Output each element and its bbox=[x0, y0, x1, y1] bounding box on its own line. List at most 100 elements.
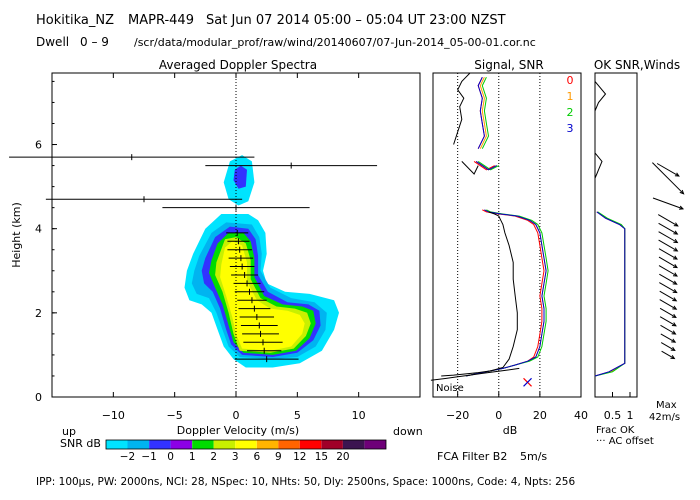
wind-arrow-head-19 bbox=[674, 172, 680, 177]
legend-beam-2: 2 bbox=[567, 106, 574, 119]
colorbar-level-7: 9 bbox=[275, 451, 282, 463]
fracok-series-snr_upper-0 bbox=[594, 152, 603, 179]
wind-arrow-head-16 bbox=[673, 222, 679, 227]
fracok-frame bbox=[594, 72, 638, 398]
x-tick-label-4: 10 bbox=[352, 409, 366, 422]
wind-arrow-5 bbox=[659, 307, 677, 318]
legend-beam-0: 0 bbox=[567, 74, 574, 87]
snr-colorbar: −2 −1 0 1 2 3 6 9 12 15 20 bbox=[105, 439, 387, 463]
signal-series-3-0 bbox=[465, 209, 547, 377]
fracok-series-2-0 bbox=[594, 211, 626, 377]
signal-series-0-1 bbox=[473, 160, 495, 171]
radar-name: MAPR-449 bbox=[128, 13, 194, 28]
y-tick-label-2: 4 bbox=[35, 223, 42, 236]
wind-arrow-head-3 bbox=[671, 330, 677, 335]
file-path: /scr/data/modular_prof/raw/wind/20140607… bbox=[134, 36, 536, 49]
dwell-label: Dwell bbox=[36, 35, 69, 49]
wind-arrow-16 bbox=[657, 214, 679, 227]
colorbar-level-6: 6 bbox=[253, 451, 260, 463]
fracok-x-tick-label-0: 0.5 bbox=[604, 409, 622, 422]
wind-arrow-13 bbox=[658, 239, 678, 252]
signal-series-0-0 bbox=[465, 209, 545, 377]
wind-arrow-head-17 bbox=[679, 205, 685, 210]
colorbar-swatch-2 bbox=[149, 440, 171, 449]
signal-series-2-2 bbox=[481, 76, 490, 149]
beam-marker-b-0 bbox=[523, 377, 532, 387]
signal-series-1-2 bbox=[479, 76, 487, 149]
wind-arrow-1 bbox=[660, 342, 676, 351]
y-tick-label-0: 0 bbox=[35, 391, 42, 404]
legend-beam-3: 3 bbox=[567, 122, 574, 135]
wind-arrow-0 bbox=[661, 350, 675, 360]
wind-arrow-9 bbox=[659, 273, 677, 285]
winds-plot: 0.5 1 bbox=[594, 81, 685, 422]
wind-arrow-15 bbox=[658, 222, 678, 235]
snr-upper-blob-1 bbox=[233, 165, 247, 189]
down-label: down bbox=[393, 425, 423, 438]
wind-arrow-7 bbox=[659, 290, 677, 302]
snr-colorbar-label: SNR dB bbox=[60, 437, 101, 450]
wind-arrow-head-12 bbox=[672, 255, 678, 260]
colorbar-level-4: 2 bbox=[210, 451, 217, 463]
colorbar-swatch-0 bbox=[106, 440, 128, 449]
signal-x-tick-label-2: 20 bbox=[533, 409, 547, 422]
wind-arrow-18 bbox=[652, 162, 684, 195]
colorbar-swatch-1 bbox=[127, 440, 149, 449]
signal-series-signal-0 bbox=[441, 211, 518, 377]
colorbar-swatch-10 bbox=[321, 440, 343, 449]
signal-series-signal-2 bbox=[453, 72, 471, 145]
wind-arrow-8 bbox=[659, 282, 677, 294]
radar-parameters: IPP: 100μs, PW: 2000ns, NCI: 28, NSpec: … bbox=[36, 476, 575, 488]
filter-speed: 5m/s bbox=[520, 450, 547, 463]
legend-beam-1: 1 bbox=[567, 90, 574, 103]
wind-arrow-head-8 bbox=[672, 289, 678, 294]
wind-arrow-head-5 bbox=[671, 313, 677, 318]
fracok-series-snr_upper-1 bbox=[594, 81, 607, 112]
winds-title: OK SNR,Winds bbox=[594, 58, 680, 72]
colorbar-swatch-11 bbox=[342, 440, 365, 449]
colorbar-level-2: 0 bbox=[167, 451, 174, 463]
signal-x-tick-label-1: 0 bbox=[495, 409, 502, 422]
filter-label: FCA Filter B2 bbox=[437, 450, 507, 463]
wind-arrow-11 bbox=[658, 256, 678, 269]
colorbar-level-1: −1 bbox=[141, 451, 156, 463]
x-tick-label-2: 0 bbox=[233, 409, 240, 422]
doppler-axis-label: Doppler Velocity (m/s) bbox=[177, 424, 299, 437]
signal-series-3-2 bbox=[477, 76, 485, 149]
colorbar-level-0: −2 bbox=[120, 451, 135, 463]
colorbar-level-8: 12 bbox=[293, 451, 306, 463]
wind-arrow-3 bbox=[660, 324, 676, 335]
fracok-x-tick-label-1: 1 bbox=[627, 409, 634, 422]
wind-arrow-17 bbox=[652, 197, 684, 210]
colorbar-swatch-6 bbox=[235, 440, 257, 449]
wind-arrow-head-4 bbox=[671, 322, 677, 327]
wind-arrow-head-10 bbox=[672, 272, 678, 277]
wind-arrow-2 bbox=[660, 333, 676, 343]
x-tick-label-0: −10 bbox=[102, 409, 125, 422]
frac-ok-label: Frac OK bbox=[596, 425, 635, 436]
spectra-plot: −10 −5 0 5 10 0 2 4 6 bbox=[9, 73, 378, 422]
height-axis-label: Height (km) bbox=[10, 202, 23, 268]
spectra-title: Averaged Doppler Spectra bbox=[159, 58, 317, 72]
wind-arrow-19 bbox=[656, 163, 680, 177]
wind-arrow-14 bbox=[658, 231, 678, 243]
wind-arrow-head-2 bbox=[671, 338, 677, 343]
wind-arrow-10 bbox=[658, 265, 678, 277]
signal-title: Signal, SNR bbox=[474, 58, 543, 72]
wind-arrow-head-11 bbox=[672, 264, 678, 269]
wind-arrow-head-0 bbox=[670, 355, 676, 360]
fracok-series-0-0 bbox=[594, 211, 626, 377]
wind-arrow-head-1 bbox=[670, 346, 676, 351]
observation-time: Sat Jun 07 2014 05:00 – 05:04 UT 23:00 N… bbox=[206, 13, 506, 28]
db-axis-label: dB bbox=[503, 424, 518, 437]
colorbar-swatch-7 bbox=[256, 440, 279, 449]
up-label: up bbox=[62, 425, 76, 438]
wind-arrow-head-14 bbox=[673, 238, 679, 244]
x-tick-label-1: −5 bbox=[167, 409, 183, 422]
colorbar-level-9: 15 bbox=[315, 451, 328, 463]
y-tick-label-1: 2 bbox=[35, 307, 42, 320]
colorbar-level-10: 20 bbox=[336, 451, 349, 463]
wind-arrow-head-13 bbox=[673, 247, 679, 252]
wind-arrow-head-9 bbox=[672, 280, 678, 285]
